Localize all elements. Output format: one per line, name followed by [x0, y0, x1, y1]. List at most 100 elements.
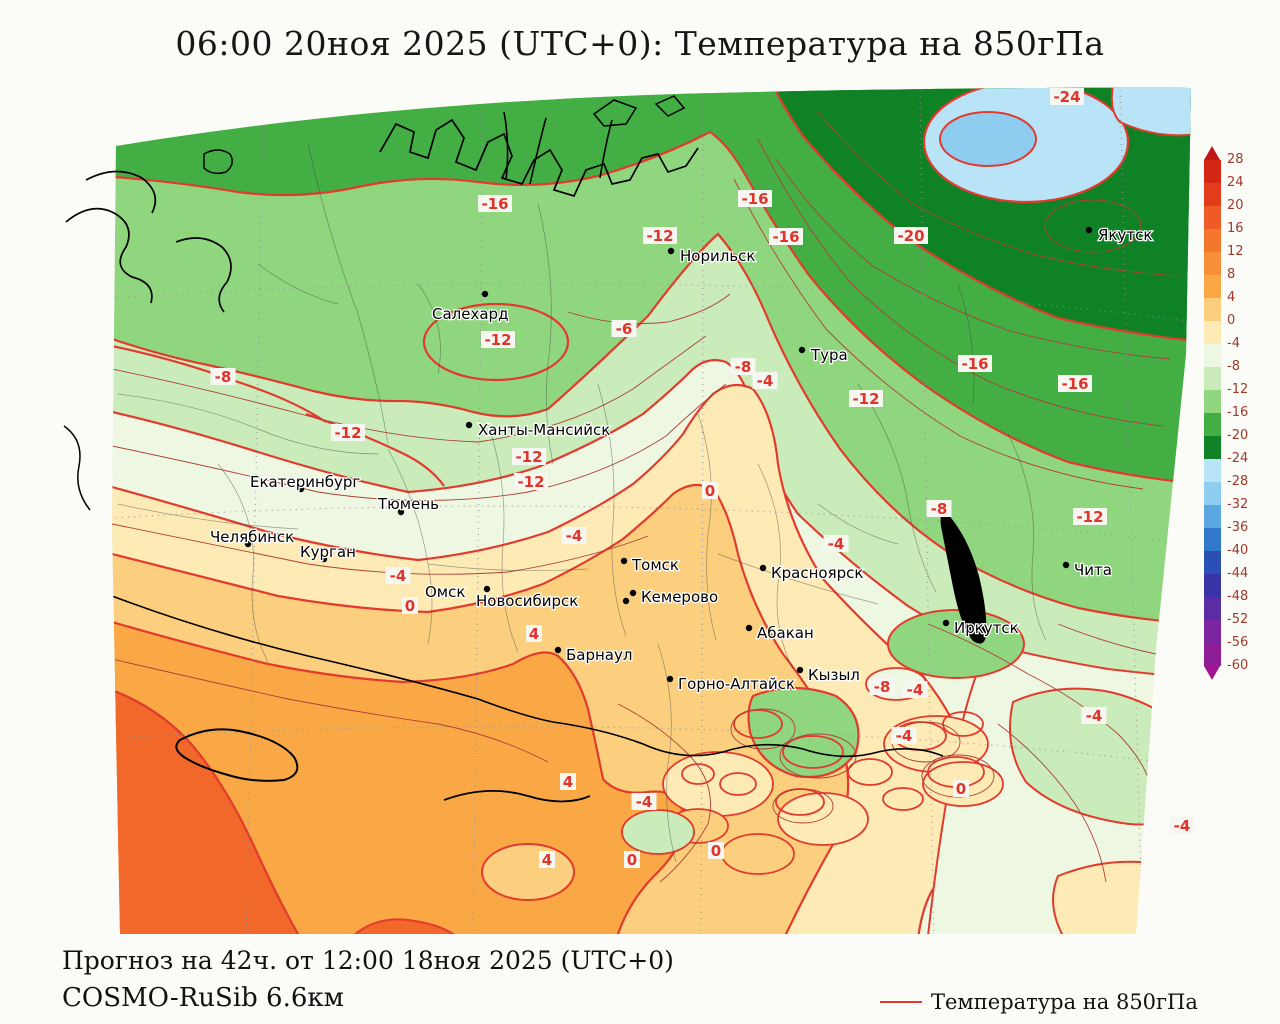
colorbar-tick-label: -48 [1227, 589, 1249, 604]
city-label: Барнаул [566, 646, 632, 664]
colorbar-segment [1204, 505, 1221, 528]
colorbar-tick-label: -44 [1227, 566, 1249, 581]
southern-river [443, 789, 591, 803]
footer: Прогноз на 42ч. от 12:00 18ноя 2025 (UTC… [62, 946, 674, 1013]
contour-label: 0 [711, 842, 721, 860]
contour-label-box [624, 851, 640, 868]
colorbar-segment [1204, 252, 1221, 275]
caspian-coast [63, 425, 91, 511]
contour-label-box [1081, 707, 1107, 724]
contour-label-box [611, 320, 637, 337]
city-label: Новосибирск [476, 592, 578, 610]
city-label: Кемерово [641, 588, 718, 606]
city-label: Омск [425, 583, 465, 601]
colorbar-segment [1204, 229, 1221, 252]
contour-label: -6 [616, 320, 633, 338]
lake-baikal [940, 512, 987, 644]
map-legend: Температура на 850гПа [880, 990, 1198, 1014]
contour-label: -16 [741, 190, 768, 208]
contour-label: -24 [1053, 88, 1080, 106]
city-label: Курган [300, 543, 356, 561]
cold-pool-minus28 [939, 111, 1037, 167]
contour-label-box [560, 773, 576, 790]
city-marker [483, 585, 491, 593]
irkutsk-green-patch [887, 609, 1025, 679]
minor-contours [112, 111, 1181, 883]
city-marker [244, 540, 252, 548]
state-border-south [112, 595, 944, 758]
city-label: Чита [1074, 561, 1112, 579]
city-label: Тура [810, 346, 848, 364]
city-label: Челябинск [210, 528, 294, 546]
contour-label: -4 [757, 372, 774, 390]
mtn-green-1 [621, 809, 695, 855]
contour-label-box [643, 227, 677, 244]
contour-label: -12 [646, 227, 673, 245]
contour-label-box [708, 842, 724, 859]
city-marker [666, 675, 674, 683]
city-marker [465, 421, 473, 429]
city-label: Ханты-Мансийск [478, 421, 610, 439]
contour-label: 4 [542, 851, 552, 869]
colorbar-tick-label: -4 [1227, 336, 1240, 351]
colorbar-tick-label: 8 [1227, 267, 1236, 282]
legend-line-sample [880, 1001, 922, 1003]
contour-label-box [902, 681, 928, 698]
colorbar-segment [1204, 574, 1221, 597]
city-marker [1085, 226, 1093, 234]
city-label: Кызыл [808, 666, 860, 684]
contour-labels-layer: -16 -12 -16 -16 -20 -24 -8 -12 -12 -6 -8 -4 -12 -16 -1… [210, 88, 1195, 869]
colorbar-segment [1204, 183, 1221, 206]
arctic-islands [592, 95, 686, 127]
colorbar-segment [1204, 436, 1221, 459]
band-plus8 [112, 682, 305, 934]
contour-noise-rings-thin [730, 199, 1142, 824]
colorbar-tick-label: -8 [1227, 359, 1240, 374]
contour-label-box [769, 228, 803, 245]
contour-label-box [478, 195, 512, 212]
contour-label-box [894, 227, 928, 244]
colorbar-segment [1204, 206, 1221, 229]
contour-label: -12 [517, 473, 544, 491]
contour-label: -12 [334, 424, 361, 442]
colorbar-tick-label: -12 [1227, 382, 1249, 397]
contour-label: -4 [1174, 817, 1191, 835]
contour-label: 0 [627, 851, 637, 869]
contour-label: 0 [956, 780, 966, 798]
contour-label-box [481, 331, 515, 348]
city-label: Екатеринбург [250, 473, 360, 491]
colorbar-segment [1204, 482, 1221, 505]
colorbar-tick-label: 0 [1227, 313, 1236, 328]
city-marker [798, 346, 806, 354]
contour-label-box [823, 535, 849, 552]
colorbar-tick-label: -32 [1227, 497, 1249, 512]
contour-label: -12 [852, 390, 879, 408]
contour-label-box [869, 678, 895, 695]
temperature-field [112, 87, 1191, 934]
city-label: Норильск [680, 247, 755, 265]
contour-label-box [1073, 508, 1107, 525]
city-marker [320, 555, 328, 563]
colorbar-tick-label: -52 [1227, 612, 1249, 627]
contour-label: -12 [515, 448, 542, 466]
contour-label: -8 [931, 500, 948, 518]
thick-contours-nw [112, 344, 445, 487]
band-plus8-sliver [350, 918, 460, 934]
contour-label-box [702, 482, 718, 499]
colorbar-tick-label: -60 [1227, 658, 1249, 673]
colorbar-tick-label: -16 [1227, 405, 1249, 420]
contour-label-box [752, 372, 778, 389]
city-marker [620, 557, 628, 565]
colorbar-segments [1204, 160, 1221, 666]
page-title: 06:00 20ноя 2025 (UTC+0): Температура на… [175, 24, 1105, 63]
city-marker [554, 646, 562, 654]
mtn-yellow-1 [721, 833, 795, 875]
colorbar-tick-label: -36 [1227, 520, 1249, 535]
contour-label: -16 [772, 228, 799, 246]
contour-label-box [526, 625, 542, 642]
colorbar-segment [1204, 551, 1221, 574]
city-label: Красноярск [771, 564, 863, 582]
colorbar-segment [1204, 367, 1221, 390]
cities-layer: Норильск Салехард Тура Якутск Ханты-Мансийск… [209, 225, 1154, 695]
colorbar-segment [1204, 597, 1221, 620]
